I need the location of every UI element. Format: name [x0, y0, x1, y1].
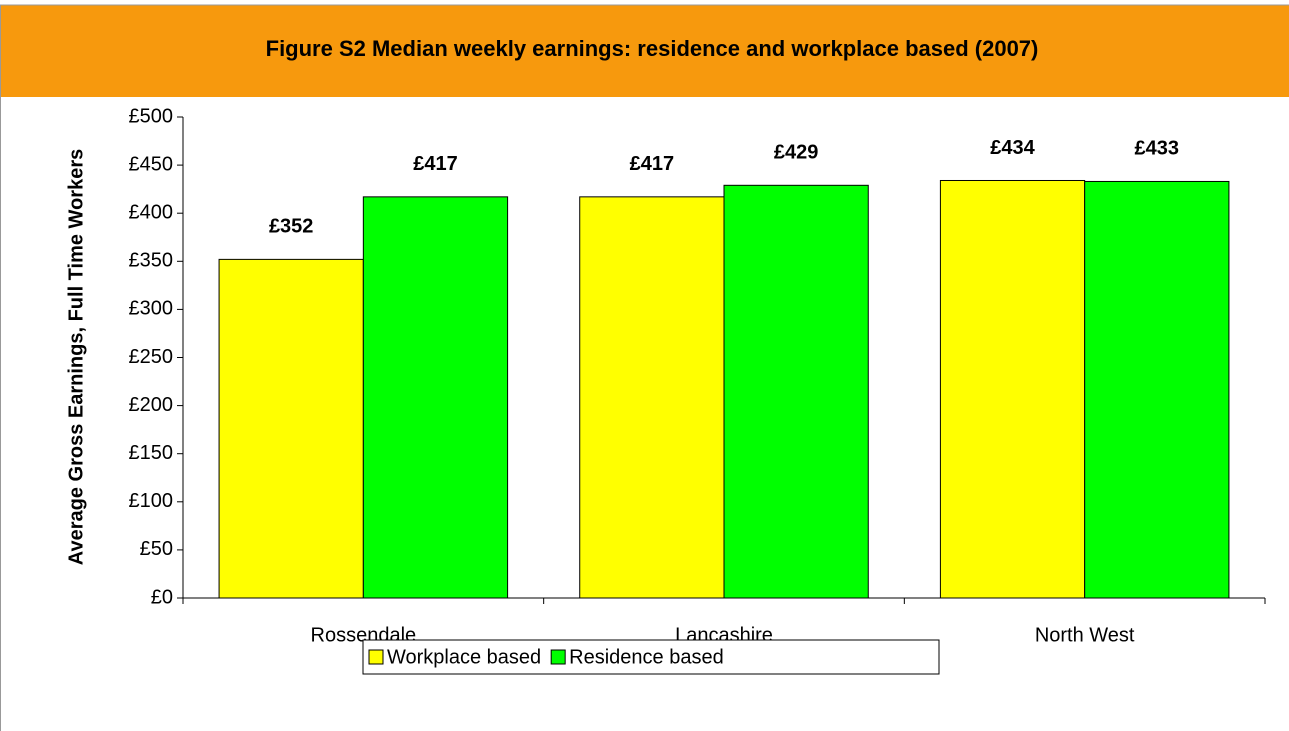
bar	[218, 258, 364, 599]
legend-box	[362, 639, 940, 675]
y-tick-label: £400	[129, 201, 174, 223]
header-band	[0, 5, 1289, 97]
y-tick-label: £100	[129, 490, 174, 512]
y-tick-label: £500	[129, 105, 174, 127]
legend-swatch	[368, 649, 384, 665]
bar	[1084, 180, 1230, 599]
y-tick-label: £250	[129, 346, 174, 368]
bar	[939, 179, 1086, 599]
y-tick-label: £450	[129, 153, 174, 175]
chart-title: Figure S2 Median weekly earnings: reside…	[266, 36, 1039, 61]
legend-swatch	[550, 649, 566, 665]
y-tick-label: £150	[129, 442, 174, 464]
data-label: £434	[990, 137, 1035, 159]
bar	[362, 196, 509, 599]
data-label: £429	[774, 142, 819, 164]
legend-label: Workplace based	[387, 646, 541, 668]
bar	[723, 184, 869, 599]
y-tick-label: £350	[129, 250, 174, 272]
y-tick-label: £0	[151, 586, 173, 608]
y-tick-label: £50	[140, 538, 173, 560]
y-tick-label: £300	[129, 298, 174, 320]
data-label: £433	[1135, 138, 1180, 160]
data-label: £417	[630, 153, 675, 175]
bar	[579, 196, 725, 599]
data-label: £352	[269, 216, 314, 238]
legend-label: Residence based	[569, 646, 724, 668]
y-tick-label: £200	[129, 394, 174, 416]
data-label: £417	[413, 153, 458, 175]
y-axis-label: Average Gross Earnings, Full Time Worker…	[65, 149, 87, 565]
x-tick-label: North West	[1035, 624, 1135, 646]
